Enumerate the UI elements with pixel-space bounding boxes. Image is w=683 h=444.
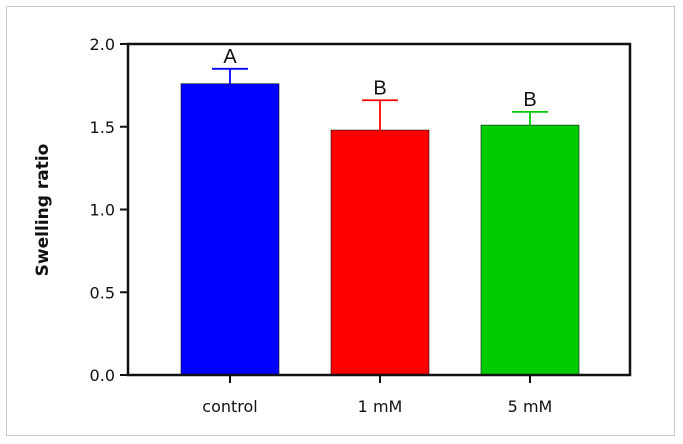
x-category-label: 1 mM xyxy=(358,397,403,416)
significance-label: B xyxy=(523,89,536,111)
significance-label: A xyxy=(223,46,237,68)
x-category-label: control xyxy=(202,397,257,416)
y-axis-title: Swelling ratio xyxy=(33,144,53,277)
significance-label: B xyxy=(373,77,386,99)
bar-1-mm xyxy=(330,129,430,376)
y-tick-label: 1.5 xyxy=(90,118,115,137)
y-tick-label: 0.0 xyxy=(90,366,115,385)
bar-control xyxy=(180,83,280,376)
y-tick-label: 1.0 xyxy=(90,201,115,220)
y-tick-label: 2.0 xyxy=(90,35,115,54)
bar-5-mm xyxy=(480,124,580,376)
y-tick-label: 0.5 xyxy=(90,283,115,302)
x-category-label: 5 mM xyxy=(508,397,553,416)
